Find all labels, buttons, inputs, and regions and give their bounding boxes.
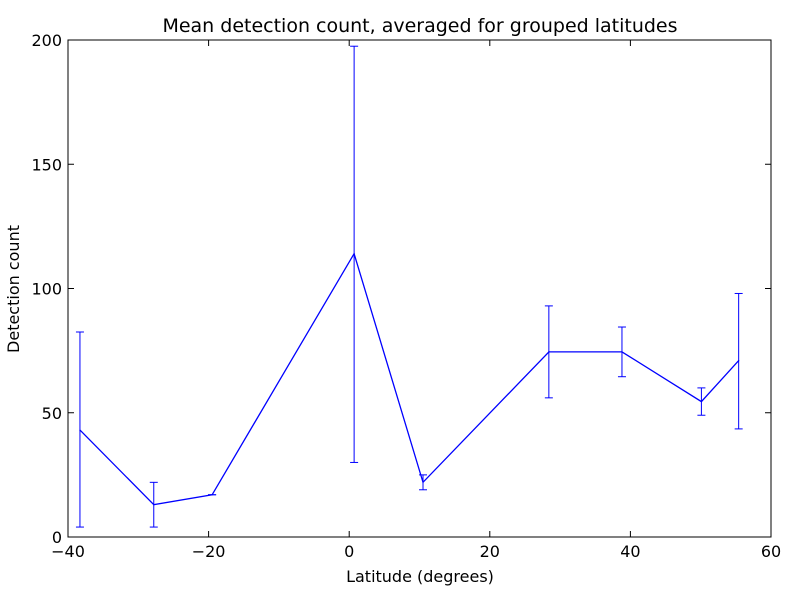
y-tick-label: 100 [31, 280, 62, 299]
data-point [153, 504, 155, 506]
y-tick-label: 50 [42, 404, 62, 423]
data-point [738, 359, 740, 362]
x-tick-label: −40 [51, 542, 85, 561]
data-point [700, 400, 703, 403]
x-axis-label: Latitude (degrees) [346, 567, 494, 586]
x-tick-label: 40 [620, 542, 640, 561]
y-tick-label: 0 [52, 528, 62, 547]
x-tick-label: 60 [761, 542, 781, 561]
y-axis-label: Detection count [4, 225, 23, 353]
plot-frame [67, 39, 772, 538]
y-tick-label: 150 [31, 155, 62, 174]
x-tick-label: −20 [192, 542, 226, 561]
data-point [548, 351, 550, 353]
plot-area [75, 45, 743, 528]
series-line [79, 252, 740, 506]
data-point [79, 429, 81, 431]
y-tick-label: 200 [31, 31, 62, 50]
x-tick-label: 0 [344, 542, 354, 561]
data-point [422, 481, 424, 483]
x-tick-label: 20 [480, 542, 500, 561]
chart-title: Mean detection count, averaged for group… [162, 15, 677, 37]
data-point [353, 253, 355, 255]
data-point [621, 351, 623, 353]
axis-ticks: −40 −20 0 20 40 60 0 50 100 150 200 [31, 31, 781, 561]
data-point [211, 494, 213, 496]
